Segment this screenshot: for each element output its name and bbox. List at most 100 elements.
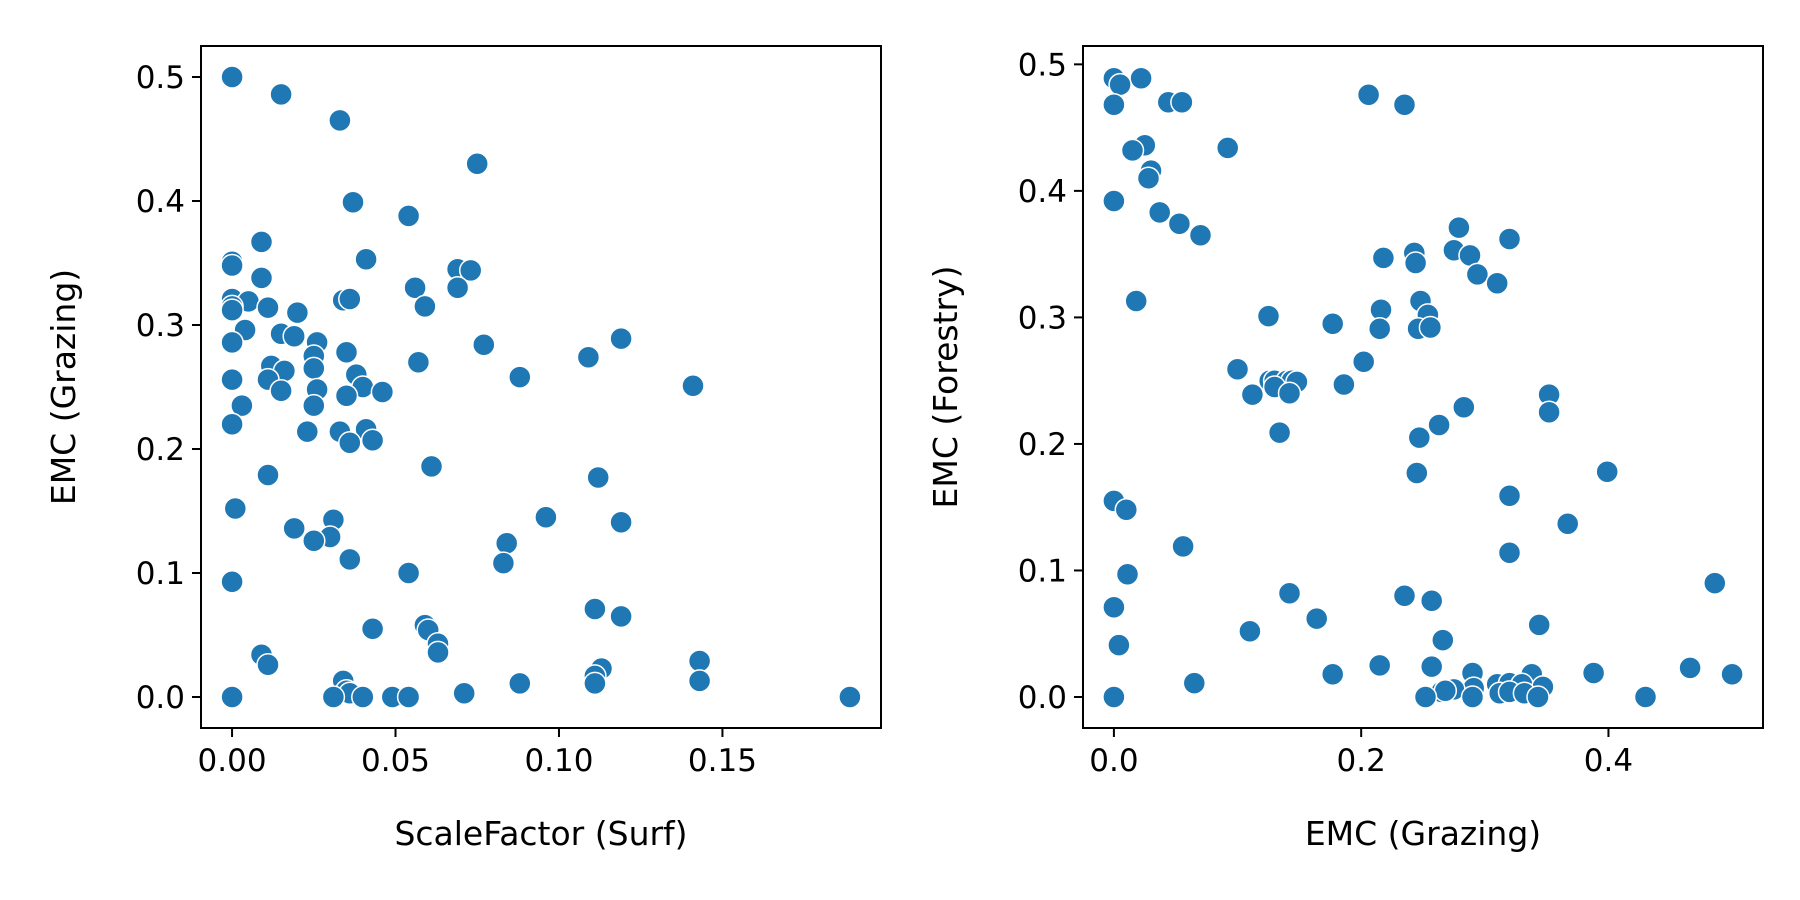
scatter-point-right — [1392, 93, 1417, 117]
scatter-panel-left: 0.00 0.05 0.10 0.15 0.0 0.1 0.2 0.3 0.4 0.5 Scal… — [44, 45, 882, 853]
scatter-point-left — [302, 529, 326, 553]
scatter-point-right — [1240, 382, 1265, 407]
scatter-point-left — [445, 276, 470, 300]
scatter-point-right — [1215, 136, 1240, 160]
y-tick-label-left: 0.0 — [136, 680, 185, 716]
scatter-point-left — [220, 367, 244, 392]
scatter-point-right — [1497, 541, 1522, 565]
scatter-point-right — [1108, 72, 1132, 97]
scatter-point-left — [220, 412, 244, 436]
scatter-point-left — [583, 597, 607, 621]
scatter-point-right — [1447, 215, 1471, 240]
x-tick-label-left: 0.10 — [524, 743, 593, 779]
y-tick-label-left: 0.5 — [136, 60, 185, 96]
scatter-point-right — [1225, 357, 1250, 382]
scatter-point-right — [1678, 656, 1702, 680]
y-ticks-left: 0.0 0.1 0.2 0.3 0.4 0.5 — [136, 60, 201, 716]
y-tick-label-left: 0.2 — [136, 432, 185, 468]
scatter-point-right — [1182, 671, 1207, 695]
scatter-point-left — [609, 510, 633, 534]
scatter-point-right — [1356, 82, 1381, 107]
y-axis-label-left: EMC (Grazing) — [44, 269, 83, 505]
scatter-point-right — [1102, 595, 1126, 619]
scatter-point-left — [334, 383, 359, 408]
scatter-point-right — [1465, 262, 1490, 287]
scatter-point-right — [1720, 662, 1744, 686]
y-tick-label-left: 0.3 — [136, 308, 185, 344]
scatter-point-right — [1136, 166, 1161, 190]
scatter-point-left — [360, 617, 385, 641]
scatter-point-right — [1277, 381, 1302, 406]
scatter-point-right — [1527, 613, 1551, 637]
scatter-point-left — [249, 266, 274, 290]
scatter-point-left — [220, 65, 244, 89]
scatter-point-left — [508, 671, 532, 696]
scatter-point-right — [1413, 685, 1438, 709]
scatter-point-left — [465, 152, 489, 176]
scatter-point-right — [1497, 227, 1522, 251]
scatter-point-left — [360, 428, 385, 453]
y-tick-label-right: 0.5 — [1018, 47, 1067, 83]
scatter-point-right — [1392, 584, 1417, 608]
x-tick-label-right: 0.2 — [1337, 743, 1386, 779]
scatter-point-left — [491, 551, 516, 575]
scatter-point-right — [1147, 200, 1172, 225]
scatter-point-right — [1320, 311, 1345, 336]
points-left — [220, 65, 862, 709]
x-axis-label-right: EMC (Grazing) — [1305, 814, 1541, 853]
y-tick-label-right: 0.2 — [1018, 427, 1067, 463]
scatter-point-left — [586, 465, 610, 490]
x-axis-label-left: ScaleFactor (Surf) — [394, 814, 687, 853]
y-tick-label-right: 0.1 — [1018, 553, 1067, 589]
points-right — [1102, 66, 1744, 709]
scatter-point-left — [838, 685, 862, 709]
x-tick-label-left: 0.15 — [688, 743, 757, 779]
scatter-point-right — [1526, 685, 1550, 709]
scatter-point-left — [249, 230, 274, 254]
scatter-point-right — [1537, 400, 1561, 425]
scatter-point-right — [1407, 425, 1432, 450]
scatter-point-left — [681, 374, 705, 398]
scatter-point-right — [1115, 562, 1140, 587]
scatter-point-right — [1129, 66, 1153, 91]
plot-area-left — [200, 45, 882, 729]
scatter-point-right — [1485, 271, 1509, 295]
x-tick-label-right: 0.0 — [1089, 743, 1138, 779]
y-tick-label-right: 0.4 — [1018, 174, 1067, 210]
scatter-point-right — [1371, 246, 1396, 270]
scatter-point-right — [1460, 685, 1485, 709]
scatter-point-left — [426, 640, 450, 665]
scatter-point-left — [256, 295, 280, 320]
scatter-point-left — [220, 330, 244, 355]
scatter-point-left — [334, 340, 359, 365]
scatter-point-right — [1433, 678, 1458, 703]
scatter-point-left — [687, 669, 712, 693]
scatter-point-left — [583, 671, 607, 696]
scatter-point-left — [609, 326, 633, 351]
scatter-point-right — [1267, 420, 1292, 445]
scatter-point-left — [269, 82, 293, 107]
scatter-point-left — [295, 419, 320, 444]
y-tick-label-left: 0.1 — [136, 556, 185, 592]
scatter-point-right — [1114, 497, 1139, 522]
scatter-point-right — [1418, 315, 1443, 340]
scatter-point-right — [1555, 511, 1580, 536]
scatter-point-left — [396, 685, 421, 709]
scatter-point-right — [1102, 189, 1126, 213]
y-axis-label-right: EMC (Forestry) — [926, 266, 965, 509]
scatter-point-right — [1171, 534, 1195, 559]
scatter-point-left — [354, 247, 378, 272]
scatter-point-right — [1419, 589, 1444, 613]
y-ticks-right: 0.0 0.1 0.2 0.3 0.4 0.5 — [1018, 47, 1083, 716]
scatter-point-left — [508, 365, 532, 389]
x-tick-label-right: 0.4 — [1584, 743, 1633, 779]
scatter-point-left — [285, 300, 310, 325]
scatter-point-left — [302, 393, 326, 418]
scatter-point-left — [220, 569, 244, 594]
scatter-point-left — [609, 604, 633, 629]
scatter-point-left — [406, 350, 431, 374]
scatter-point-right — [1419, 654, 1444, 679]
scatter-point-right — [1351, 349, 1376, 374]
scatter-point-left — [534, 505, 558, 529]
scatter-point-left — [370, 380, 395, 404]
